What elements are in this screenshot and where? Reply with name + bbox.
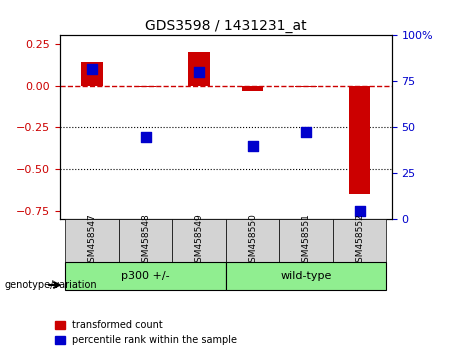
FancyBboxPatch shape	[226, 219, 279, 262]
FancyBboxPatch shape	[65, 262, 226, 290]
Text: GSM458551: GSM458551	[301, 213, 311, 268]
Legend: transformed count, percentile rank within the sample: transformed count, percentile rank withi…	[51, 316, 241, 349]
FancyBboxPatch shape	[226, 262, 386, 290]
Text: genotype/variation: genotype/variation	[5, 280, 97, 290]
FancyBboxPatch shape	[279, 219, 333, 262]
FancyBboxPatch shape	[65, 219, 119, 262]
Point	[89, 66, 96, 72]
Text: p300 +/-: p300 +/-	[121, 271, 170, 281]
Point	[356, 208, 363, 214]
Text: wild-type: wild-type	[280, 271, 332, 281]
Bar	[81, 62, 103, 86]
FancyBboxPatch shape	[119, 219, 172, 262]
Bar	[242, 86, 263, 91]
Point	[142, 135, 149, 140]
Bar	[189, 52, 210, 86]
Point	[302, 130, 310, 135]
Bar	[135, 86, 156, 87]
Title: GDS3598 / 1431231_at: GDS3598 / 1431231_at	[145, 19, 307, 33]
Text: GSM458552: GSM458552	[355, 213, 364, 268]
FancyBboxPatch shape	[333, 219, 386, 262]
FancyBboxPatch shape	[172, 219, 226, 262]
Bar	[296, 86, 317, 87]
Text: GSM458547: GSM458547	[88, 213, 96, 268]
Point	[249, 143, 256, 149]
Text: GSM458549: GSM458549	[195, 213, 204, 268]
Point	[195, 69, 203, 75]
Bar	[349, 86, 371, 194]
Text: GSM458548: GSM458548	[141, 213, 150, 268]
Text: GSM458550: GSM458550	[248, 213, 257, 268]
